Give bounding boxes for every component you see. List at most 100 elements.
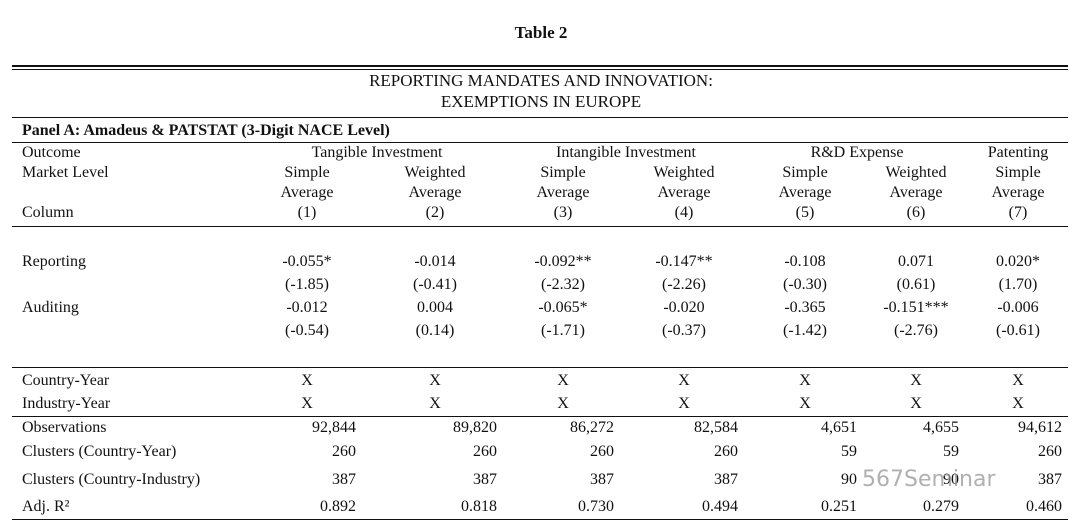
statistic: 260 [1038,443,1062,460]
coefficient: -0.365 [784,299,826,316]
column-number: (6) [906,204,926,221]
fixed-effect: X [799,395,811,412]
column-number: (3) [553,204,573,221]
coefficient: -0.012 [286,299,328,316]
fixed-effect: X [1012,395,1024,412]
statistic: 59 [841,443,857,460]
row-label: Clusters (Country-Year) [22,443,177,460]
column-number: (1) [297,204,317,221]
table-title: Table 2 [514,23,568,42]
row-label: Observations [22,419,107,436]
fixed-effect: X [799,372,811,389]
statistic: 387 [332,471,356,488]
statistic: 387 [590,471,614,488]
row-label: Country-Year [22,372,110,389]
t-stat: (-0.41) [413,276,457,293]
fixed-effect: X [910,395,922,412]
fixed-effect: X [301,395,313,412]
coefficient: 0.071 [898,253,934,270]
statistic: 387 [473,471,497,488]
rule [12,519,1068,520]
rule [12,69,1068,70]
market-header: Average [408,184,462,201]
statistic: 0.494 [702,498,738,515]
statistic: 59 [943,443,959,460]
statistic: 0.251 [821,498,857,515]
statistic: 94,612 [1018,419,1062,436]
market-header: Simple [540,164,586,181]
outcome-header: R&D Expense [810,144,904,161]
statistic: 260 [332,443,356,460]
statistic: 0.892 [320,498,356,515]
market-header: Weighted [404,164,466,181]
rule [12,367,1068,368]
coefficient: -0.108 [784,253,826,270]
coefficient: -0.092** [534,253,592,270]
t-stat: (-1.42) [783,322,827,339]
statistic: 86,272 [570,419,614,436]
t-stat: (-0.30) [783,276,827,293]
fixed-effect: X [910,372,922,389]
statistic: 0.818 [461,498,497,515]
statistic: 0.730 [578,498,614,515]
statistic: 92,844 [312,419,356,436]
statistic: 4,655 [923,419,959,436]
market-header: Average [889,184,943,201]
outcome-header: Tangible Investment [311,144,443,161]
statistic: 260 [714,443,738,460]
statistic: 82,584 [694,419,738,436]
fixed-effect: X [557,372,569,389]
market-header: Simple [782,164,828,181]
row-label: Clusters (Country-Industry) [22,471,201,488]
panel-title: Panel A: Amadeus & PATSTAT (3-Digit NACE… [22,122,390,139]
table-heading: REPORTING MANDATES AND INNOVATION: [369,71,713,90]
column-number: (5) [795,204,815,221]
t-stat: (-0.54) [285,322,329,339]
row-label: Outcome [22,144,81,161]
fixed-effect: X [429,395,441,412]
statistic: 89,820 [453,419,497,436]
row-label: Industry-Year [22,395,111,412]
t-stat: (-2.76) [894,322,938,339]
coefficient: -0.055* [282,253,332,270]
statistic: 4,651 [821,419,857,436]
rule [12,65,1068,67]
column-number: (7) [1008,204,1028,221]
market-header: Average [657,184,711,201]
table-heading: EXEMPTIONS IN EUROPE [440,92,642,111]
watermark: 567Seminar [862,467,996,492]
t-stat: (-0.37) [662,322,706,339]
t-stat: (0.14) [415,322,455,339]
column-number: (4) [674,204,694,221]
outcome-header: Intangible Investment [556,144,696,161]
rule [12,416,1068,417]
fixed-effect: X [557,395,569,412]
fixed-effect: X [678,395,690,412]
fixed-effect: X [301,372,313,389]
fixed-effect: X [678,372,690,389]
statistic: 0.279 [923,498,959,515]
statistic: 260 [590,443,614,460]
rule [12,117,1068,118]
row-label: Column [22,204,74,221]
row-label: Market Level [22,164,109,181]
rule [12,142,1068,143]
t-stat: (-1.85) [285,276,329,293]
statistic: 387 [1038,471,1062,488]
market-header: Simple [995,164,1041,181]
statistic: 387 [714,471,738,488]
market-header: Weighted [653,164,715,181]
t-stat: (-2.26) [662,276,706,293]
rule [12,226,1068,227]
market-header: Average [280,184,334,201]
t-stat: (-1.71) [541,322,585,339]
row-label: Adj. R² [22,498,70,515]
column-number: (2) [425,204,445,221]
t-stat: (1.70) [998,276,1038,293]
statistic: 90 [943,471,959,488]
row-label: Reporting [22,253,86,270]
coefficient: -0.020 [663,299,705,316]
market-header: Simple [284,164,330,181]
statistic: 90 [841,471,857,488]
